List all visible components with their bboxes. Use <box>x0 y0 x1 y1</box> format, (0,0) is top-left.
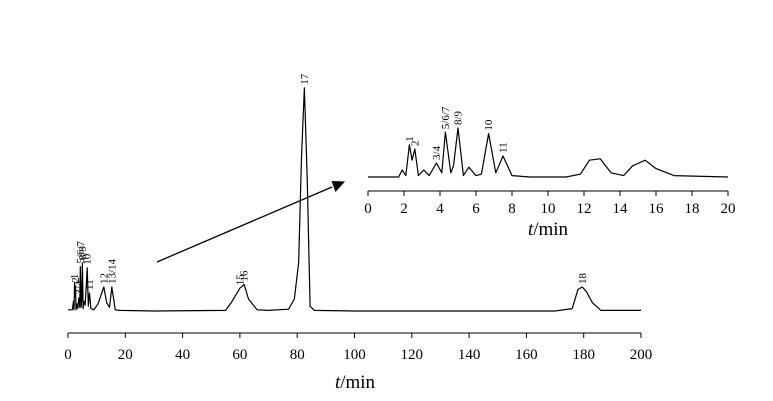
main-x-tick-label: 200 <box>630 347 653 363</box>
main-peak-label: 16 <box>239 270 251 282</box>
main-x-tick-label: 140 <box>458 347 481 363</box>
main-x-axis-title: t/min <box>335 372 376 393</box>
inset-peak-label: 5/6/7 <box>440 106 452 129</box>
main-peak-label: 1 <box>69 274 81 280</box>
main-peak-label: 15 <box>234 274 246 286</box>
main-x-tick-label: 20 <box>118 347 133 363</box>
inset-peak-label: 1 <box>404 136 416 142</box>
inset-x-tick-label: 0 <box>364 201 372 217</box>
main-x-tick-label: 40 <box>175 347 190 363</box>
inset-peak-label: 3/4 <box>431 145 443 160</box>
main-x-tick-label: 60 <box>232 347 247 363</box>
inset-x-tick-label: 10 <box>541 201 556 217</box>
main-x-axis-var: t <box>335 372 341 393</box>
inset-x-tick-label: 18 <box>685 201 700 217</box>
main-x-tick-label: 80 <box>290 347 305 363</box>
inset-peak-label: 8/9 <box>453 110 465 125</box>
inset-x-axis-unit: /min <box>533 219 568 240</box>
zoom-arrow-head <box>331 181 345 192</box>
main-x-ticks <box>67 333 642 338</box>
main-chromatogram-trace <box>68 87 641 312</box>
inset-x-ticks <box>367 191 729 196</box>
main-x-tick-label: 180 <box>572 347 595 363</box>
inset-x-axis-title: t/min <box>528 219 569 240</box>
main-x-axis-unit: /min <box>340 372 375 393</box>
inset-x-tick-label: 4 <box>436 201 444 217</box>
inset-peak-label: 11 <box>498 142 510 153</box>
main-peak-label: 5/6/7 <box>75 240 87 263</box>
main-peak-label: 18 <box>577 273 589 285</box>
main-peak-label: 10 <box>82 253 94 265</box>
inset-x-tick-label: 8 <box>508 201 516 217</box>
inset-x-tick-label: 12 <box>577 201 592 217</box>
inset-x-tick-label: 2 <box>400 201 408 217</box>
main-chart: 0 20 40 60 80 100 120 140 160 180 200 123/45/6/78/… <box>64 73 652 393</box>
inset-peak-label: 10 <box>483 119 495 131</box>
main-peak-label: 8/9 <box>77 245 89 260</box>
inset-peak-label: 2 <box>409 141 421 147</box>
main-x-tick-label: 0 <box>64 347 72 363</box>
main-peak-label: 2 <box>70 277 82 283</box>
inset-x-tick-label: 20 <box>721 201 736 217</box>
main-peak-label: 12 <box>98 273 110 284</box>
inset-x-tick-label: 16 <box>649 201 665 217</box>
zoom-arrow <box>156 181 345 263</box>
inset-x-tick-labels: 0 2 4 6 8 10 12 14 16 18 20 <box>364 201 735 217</box>
main-x-tick-label: 120 <box>401 347 424 363</box>
inset-x-tick-label: 14 <box>613 201 629 217</box>
main-peak-label: 11 <box>84 279 96 290</box>
zoom-arrow-line <box>156 186 333 263</box>
main-x-tick-label: 160 <box>515 347 538 363</box>
inset-x-axis-var: t <box>528 219 534 240</box>
main-x-tick-label: 100 <box>343 347 366 363</box>
main-peak-label: 17 <box>299 73 311 85</box>
inset-x-tick-label: 6 <box>472 201 480 217</box>
inset-chromatogram-trace <box>368 127 729 178</box>
main-x-tick-labels: 0 20 40 60 80 100 120 140 160 180 200 <box>64 347 652 363</box>
main-peak-label: 3/4 <box>73 280 85 295</box>
main-peak-label: 13/14 <box>106 258 118 284</box>
